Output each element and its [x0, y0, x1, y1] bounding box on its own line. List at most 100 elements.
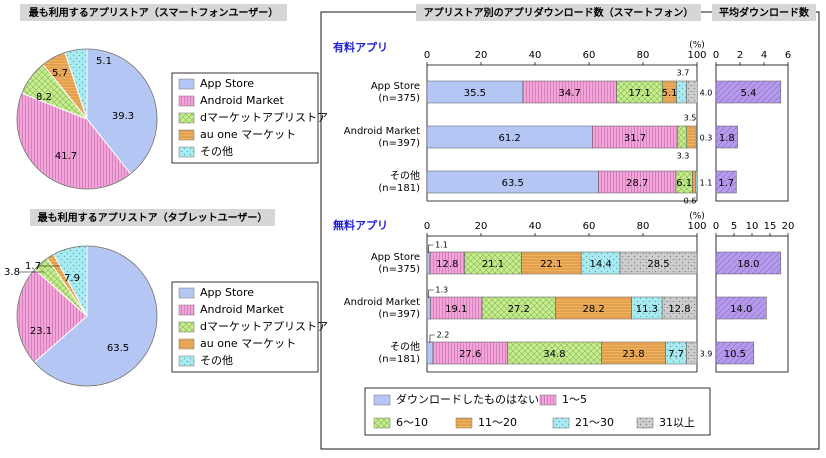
- legend-swatch-1: [178, 304, 195, 316]
- bar-segment: [676, 80, 687, 104]
- category-n-label: (n=181): [378, 183, 420, 194]
- segment-label: 28.7: [626, 178, 648, 189]
- segment-label: 19.1: [445, 304, 467, 315]
- bar-segment: [619, 251, 698, 275]
- segment-label: 28.2: [582, 304, 604, 315]
- pie2-title-bg: [30, 209, 275, 226]
- segment-label: 5.1: [662, 88, 678, 99]
- segment-label: 12.8: [668, 304, 690, 315]
- category-n-label: (n=375): [378, 93, 420, 104]
- category-label: Android Market: [344, 126, 420, 137]
- category-label: その他: [390, 169, 420, 182]
- segment-label: 63.5: [502, 178, 524, 189]
- avg-tick-label: 0: [713, 221, 719, 232]
- avg-title-bg: [712, 4, 816, 21]
- legend-swatch-3: [178, 338, 195, 350]
- category-n-label: (n=397): [378, 138, 420, 149]
- avg-tick-label: 6: [785, 50, 791, 61]
- callout-leader: [428, 244, 434, 253]
- pie-label-4: 5.1: [96, 56, 112, 67]
- avg-bar: [715, 251, 782, 275]
- legend-swatch-4: [552, 417, 570, 429]
- pie-label-2: 3.8: [4, 267, 20, 278]
- legend-item-4: 21〜30: [575, 416, 614, 429]
- callout: 0.6: [684, 197, 697, 206]
- pie-label-1: 41.7: [55, 151, 77, 162]
- legend-frame: [171, 281, 319, 373]
- segment-label: 61.2: [498, 133, 520, 144]
- pie-label-0: 39.3: [112, 111, 134, 122]
- legend-swatch-5: [636, 417, 654, 429]
- legend-item-1: Android Market: [200, 303, 285, 316]
- section-title: 無料アプリ: [333, 218, 388, 232]
- avg-bar: [715, 125, 738, 149]
- avg-bar-label: 5.4: [740, 88, 756, 99]
- bar-segment: [686, 80, 698, 104]
- legend-item-0: App Store: [200, 77, 254, 90]
- legend-item-2: 6〜10: [396, 416, 428, 429]
- legend-item-3: 11〜20: [478, 416, 517, 429]
- bar-segment: [661, 296, 697, 320]
- panel-frame: [320, 11, 820, 450]
- segment-label: 22.1: [540, 259, 562, 270]
- bar-segment: [426, 251, 431, 275]
- bar-segment: [686, 341, 698, 365]
- legend-item-3: au one マーケット: [200, 337, 296, 350]
- segment-label: 28.5: [647, 259, 669, 270]
- segment-label: 21.1: [482, 259, 504, 270]
- pie-outline: [16, 245, 158, 387]
- legend-swatch-4: [178, 146, 195, 158]
- panel-title: アプリストア別のアプリダウンロード数（スマートフォン）: [416, 4, 701, 21]
- avg-bar-label: 18.0: [737, 259, 759, 270]
- category-label: App Store: [371, 81, 420, 92]
- bar-segment: [695, 170, 698, 194]
- segment-label: 27.6: [459, 349, 481, 360]
- legend-item-0: ダウンロードしたものはない: [396, 392, 539, 406]
- legend-swatch-3: [455, 417, 473, 429]
- legend-item-5: 31以上: [659, 416, 695, 429]
- legend-swatch-1: [178, 95, 195, 107]
- avg-bar: [715, 296, 767, 320]
- tick-label: 40: [529, 50, 542, 61]
- segment-label: 7.7: [668, 349, 684, 360]
- legend-swatch-0: [178, 287, 195, 299]
- unit-label: (%): [689, 41, 705, 51]
- category-n-label: (n=181): [378, 354, 420, 365]
- legend-swatch-0: [178, 78, 195, 90]
- avg-tick-label: 15: [764, 221, 777, 232]
- legend-swatch-4: [178, 355, 195, 367]
- segment-label: 35.5: [464, 88, 486, 99]
- legend-swatch-1: [539, 394, 557, 406]
- category-label: App Store: [371, 252, 420, 263]
- tick-label: 80: [637, 221, 650, 232]
- legend-swatch-2: [373, 417, 391, 429]
- pie1-title-bg: [20, 4, 287, 21]
- pie-chart-1: 39.3 41.7 8.2 5.7 5.1: [16, 48, 158, 190]
- category-label: その他: [390, 340, 420, 353]
- legend-item-2: dマーケットアプリストア: [200, 320, 328, 333]
- bar-segment: [426, 296, 431, 320]
- pie-legend-2: App Store Android Market dマーケットアプリストア au on…: [171, 281, 328, 373]
- category-n-label: (n=397): [378, 309, 420, 320]
- legend-swatch-2: [178, 321, 195, 333]
- pie-legend-1: App Store Android Market dマーケットアプリストア au on…: [171, 72, 328, 164]
- avg-tick-label: 2: [737, 50, 743, 61]
- callout-leader: [428, 289, 434, 298]
- tick-label: 60: [583, 221, 596, 232]
- bar-segment: [686, 125, 697, 149]
- stacked-chart-1: 有料アプリ 0 20 40 60 80 100(%) App Store(n=375) 35.5…: [333, 40, 712, 206]
- segment-label: 12.8: [436, 259, 458, 270]
- bar-segment: [677, 125, 687, 149]
- section-title: 有料アプリ: [333, 40, 388, 54]
- segment-label: 11.3: [636, 304, 658, 315]
- pie2-title-text: 最も利用するアプリストア（タブレットユーザー）: [38, 211, 268, 224]
- callout: 3.7: [677, 69, 690, 78]
- download-panel: [320, 11, 820, 450]
- panel-title-bg: [416, 4, 701, 21]
- pie-label-0: 63.5: [107, 343, 129, 354]
- callout: 1.1: [700, 179, 713, 188]
- avg-bar-label: 1.8: [719, 133, 735, 144]
- callout: 0.3: [700, 134, 713, 143]
